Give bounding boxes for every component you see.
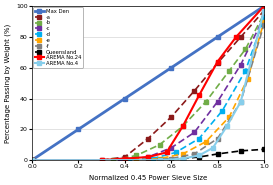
·c: [216, 100, 219, 103]
Line: AREMA No.24: AREMA No.24: [30, 4, 266, 162]
·b: [135, 154, 138, 157]
AREMA No.24: [100, 159, 103, 161]
·f: [193, 153, 196, 155]
AREMA No.24: [235, 36, 238, 38]
Queensland: [181, 157, 185, 160]
·d: [174, 151, 177, 154]
·a: [216, 62, 219, 64]
Queensland: [197, 156, 201, 158]
AREMA No.24: [216, 60, 219, 63]
·a: [123, 156, 126, 158]
AREMA No.24: [123, 157, 126, 160]
AREMA No.24: [181, 125, 185, 127]
·d: [221, 110, 224, 112]
·e: [30, 159, 34, 161]
·b: [30, 159, 34, 161]
·b: [262, 13, 266, 15]
AREMA No.4: [239, 100, 242, 103]
Line: ·c: ·c: [30, 15, 266, 162]
·d: [151, 157, 154, 160]
·e: [262, 21, 266, 23]
·e: [246, 77, 249, 80]
·e: [181, 153, 185, 155]
·e: [158, 157, 161, 160]
·c: [118, 159, 122, 161]
Queensland: [239, 150, 242, 152]
·d: [30, 159, 34, 161]
·f: [170, 157, 173, 160]
·c: [193, 131, 196, 134]
·a: [239, 36, 242, 38]
·d: [197, 137, 201, 140]
Max Den: [262, 5, 266, 7]
·f: [262, 23, 266, 26]
·e: [135, 159, 138, 161]
·f: [216, 137, 219, 140]
·d: [128, 159, 131, 161]
Max Den: [170, 67, 173, 69]
·e: [227, 116, 231, 118]
·b: [227, 70, 231, 72]
AREMA No.4: [211, 147, 215, 149]
Line: ·f: ·f: [30, 23, 266, 162]
·d: [244, 70, 247, 72]
AREMA No.24: [262, 5, 266, 7]
AREMA No.24: [30, 159, 34, 161]
Max Den: [77, 128, 80, 130]
X-axis label: Normalized 0.45 Power Sieve Size: Normalized 0.45 Power Sieve Size: [89, 175, 207, 181]
Legend: Max Den, ·a, ·b, ·c, ·d, ·e, ·f, Queensland, AREMA No.24, AREMA No.4: Max Den, ·a, ·b, ·c, ·d, ·e, ·f, Queensl…: [33, 7, 83, 68]
·c: [262, 16, 266, 18]
AREMA No.24: [165, 151, 168, 154]
·d: [262, 17, 266, 20]
AREMA No.4: [197, 154, 201, 157]
·f: [146, 159, 150, 161]
·c: [239, 64, 242, 66]
Line: Queensland: Queensland: [30, 148, 266, 162]
AREMA No.4: [225, 125, 229, 127]
Line: AREMA No.4: AREMA No.4: [30, 9, 266, 162]
·c: [170, 147, 173, 149]
Y-axis label: Percentage Passing by Weight (%): Percentage Passing by Weight (%): [4, 23, 11, 143]
Queensland: [262, 148, 266, 150]
Queensland: [158, 159, 161, 161]
·b: [181, 125, 185, 127]
Max Den: [30, 159, 34, 161]
·a: [100, 159, 103, 161]
·a: [30, 159, 34, 161]
Line: Max Den: Max Den: [30, 4, 266, 162]
·c: [30, 159, 34, 161]
AREMA No.4: [262, 10, 266, 12]
·b: [158, 144, 161, 146]
·b: [204, 100, 207, 103]
·e: [204, 141, 207, 143]
·f: [30, 159, 34, 161]
AREMA No.24: [146, 156, 150, 158]
AREMA No.24: [197, 94, 201, 97]
Line: ·d: ·d: [30, 17, 266, 162]
AREMA No.4: [181, 157, 185, 160]
Line: ·b: ·b: [30, 12, 266, 162]
Line: ·e: ·e: [30, 20, 266, 162]
·b: [244, 48, 247, 50]
·a: [262, 10, 266, 12]
·b: [112, 159, 115, 161]
·c: [146, 156, 150, 158]
·a: [170, 116, 173, 118]
Queensland: [216, 153, 219, 155]
Max Den: [123, 97, 126, 100]
AREMA No.4: [158, 159, 161, 161]
AREMA No.4: [30, 159, 34, 161]
Max Den: [216, 36, 219, 38]
·a: [193, 90, 196, 92]
·a: [146, 137, 150, 140]
·f: [239, 100, 242, 103]
Queensland: [30, 159, 34, 161]
Line: ·a: ·a: [30, 9, 266, 162]
